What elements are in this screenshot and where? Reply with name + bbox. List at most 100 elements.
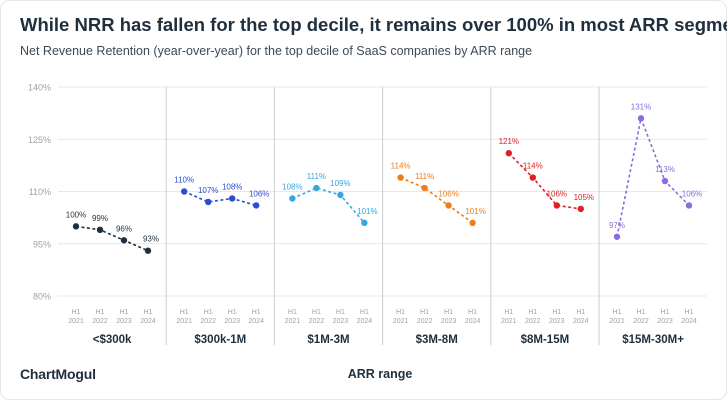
category-label: $15M-30M+ xyxy=(622,334,684,346)
chart-subtitle: Net Revenue Retention (year-over-year) f… xyxy=(20,44,533,58)
data-point xyxy=(205,198,212,206)
x-tick-period: H1 xyxy=(144,309,153,316)
x-tick-year: 2023 xyxy=(116,318,132,325)
data-label: 107% xyxy=(198,186,218,195)
x-tick-year: 2021 xyxy=(393,318,409,325)
x-tick-period: H1 xyxy=(360,309,369,316)
data-point xyxy=(72,223,80,230)
series-line xyxy=(400,176,474,224)
x-tick-year: 2022 xyxy=(92,318,108,325)
data-point xyxy=(661,177,669,185)
data-label: 93% xyxy=(143,235,159,244)
data-label: 101% xyxy=(465,207,485,216)
x-tick-period: H1 xyxy=(420,309,429,316)
series-line xyxy=(616,115,690,237)
x-tick-year: 2024 xyxy=(465,318,481,325)
x-tick-period: H1 xyxy=(576,309,585,316)
x-tick-period: H1 xyxy=(336,309,345,316)
data-point xyxy=(613,233,621,240)
data-label: 114% xyxy=(523,162,543,171)
category-label: <$300k xyxy=(93,334,132,346)
y-tick-label: 110% xyxy=(29,187,51,197)
x-tick-year: 2023 xyxy=(549,318,565,325)
data-label: 108% xyxy=(282,182,302,191)
data-label: 100% xyxy=(66,210,86,219)
x-tick-year: 2023 xyxy=(657,318,673,325)
data-label: 105% xyxy=(574,193,594,202)
x-tick-year: 2024 xyxy=(573,318,589,325)
x-tick-period: H1 xyxy=(120,309,129,316)
x-tick-period: H1 xyxy=(661,309,670,316)
x-tick-year: 2022 xyxy=(633,318,649,325)
x-tick-year: 2024 xyxy=(681,318,697,325)
x-tick-period: H1 xyxy=(444,309,453,316)
y-tick-label: 95% xyxy=(33,239,51,249)
data-label: 110% xyxy=(174,176,194,185)
data-point xyxy=(253,202,260,209)
data-label: 96% xyxy=(116,224,132,233)
x-tick-period: H1 xyxy=(528,309,537,316)
data-point xyxy=(505,149,512,157)
data-label: 106% xyxy=(438,189,458,198)
data-label: 101% xyxy=(357,207,377,216)
x-tick-year: 2022 xyxy=(200,318,216,325)
x-tick-period: H1 xyxy=(252,309,261,316)
x-tick-year: 2023 xyxy=(333,318,349,325)
x-tick-period: H1 xyxy=(288,309,297,316)
data-label: 111% xyxy=(307,172,326,181)
x-tick-year: 2021 xyxy=(68,318,84,325)
x-tick-year: 2023 xyxy=(224,318,240,325)
x-tick-period: H1 xyxy=(96,309,105,316)
category-label: $8M-15M xyxy=(521,334,570,346)
x-tick-year: 2021 xyxy=(609,318,625,325)
x-tick-year: 2022 xyxy=(417,318,433,325)
x-tick-period: H1 xyxy=(180,309,189,316)
x-tick-period: H1 xyxy=(685,309,694,316)
data-label: 99% xyxy=(92,214,108,223)
data-point xyxy=(553,202,560,209)
data-label: 106% xyxy=(547,189,567,198)
x-tick-period: H1 xyxy=(396,309,405,316)
x-tick-period: H1 xyxy=(204,309,213,316)
data-label: 113% xyxy=(655,165,675,174)
data-label: 131% xyxy=(631,102,651,111)
data-label: 114% xyxy=(391,162,411,171)
category-label: $3M-8M xyxy=(416,334,458,346)
data-point xyxy=(120,237,128,244)
data-point xyxy=(529,174,536,181)
series-line xyxy=(183,190,257,207)
chartmogul-logo: ChartMogul xyxy=(20,366,96,382)
category-label: $1M-3M xyxy=(307,334,349,346)
y-tick-label: 125% xyxy=(28,135,51,145)
data-label: 109% xyxy=(330,179,350,188)
data-point xyxy=(637,115,645,122)
data-point xyxy=(229,195,236,202)
data-point xyxy=(685,202,693,209)
data-point xyxy=(469,219,476,227)
x-tick-period: H1 xyxy=(637,309,646,316)
data-point xyxy=(96,226,104,234)
data-point xyxy=(337,191,344,199)
data-point xyxy=(144,247,152,254)
data-label: 121% xyxy=(499,137,519,146)
x-tick-year: 2021 xyxy=(501,318,517,325)
data-point xyxy=(289,195,296,202)
data-point xyxy=(361,219,368,227)
data-point xyxy=(313,184,320,192)
data-point xyxy=(445,202,452,209)
data-point xyxy=(181,188,188,195)
x-tick-period: H1 xyxy=(72,309,81,316)
x-tick-period: H1 xyxy=(312,309,321,316)
x-tick-year: 2021 xyxy=(176,318,192,325)
x-tick-period: H1 xyxy=(468,309,477,316)
x-tick-year: 2022 xyxy=(309,318,325,325)
data-label: 106% xyxy=(249,189,269,198)
y-tick-label: 140% xyxy=(28,83,51,93)
chart-title: While NRR has fallen for the top decile,… xyxy=(20,14,727,35)
x-tick-year: 2024 xyxy=(357,318,373,325)
x-tick-year: 2022 xyxy=(525,318,541,325)
category-label: $300k-1M xyxy=(194,334,246,346)
series-line xyxy=(292,187,366,224)
